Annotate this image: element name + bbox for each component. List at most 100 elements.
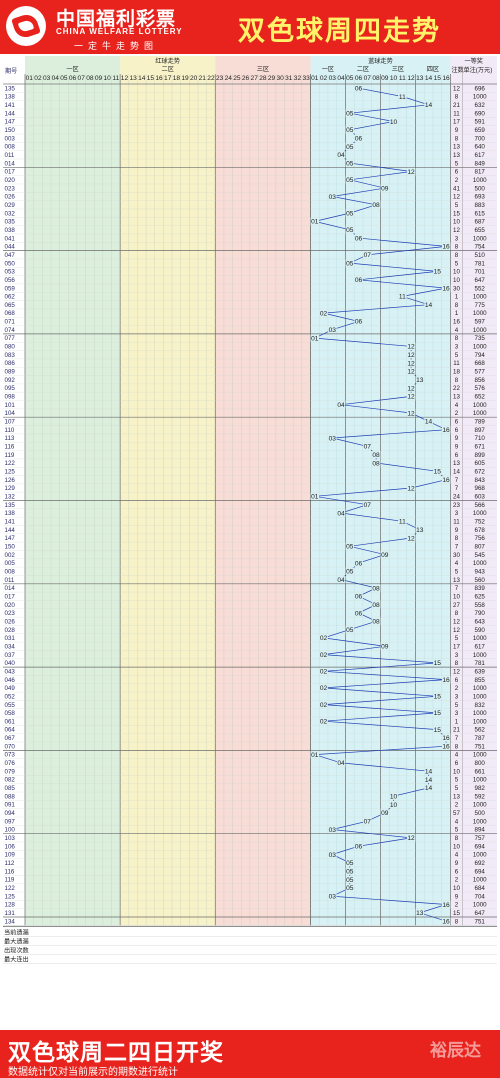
blue-ball-marker-background	[354, 317, 363, 326]
period-number: 112	[5, 860, 15, 867]
blue-ball-marker: 08	[372, 202, 380, 209]
blue-ball-marker-background	[433, 692, 442, 700]
red-number-header: 02	[34, 75, 42, 82]
period-number: 092	[5, 377, 16, 384]
period-number: 041	[5, 235, 16, 242]
blue-ball-marker: 08	[372, 602, 380, 609]
blue-ball-marker: 07	[364, 444, 372, 451]
blue-ball-marker-background	[371, 451, 381, 459]
blue-ball-marker-background	[345, 567, 355, 575]
red-number-header: 19	[181, 75, 189, 82]
blue-ball-marker: 01	[311, 335, 319, 342]
blue-zone-label: 二区	[357, 66, 369, 73]
blue-ball-marker-background	[433, 709, 442, 717]
brand-slogan: 一定牛走势图	[74, 41, 159, 51]
prize-amount: 1000	[473, 802, 487, 809]
prize-amount: 597	[475, 319, 486, 326]
period-number: 020	[5, 177, 16, 184]
blue-ball-marker-background	[441, 426, 451, 434]
prize-count: 13	[453, 577, 460, 584]
period-number: 094	[5, 810, 16, 817]
prize-count: 8	[455, 94, 459, 101]
blue-ball-marker: 15	[434, 710, 442, 717]
prize-count: 11	[453, 110, 460, 117]
prize-count: 12	[453, 668, 460, 675]
blue-ball-marker-background	[424, 417, 433, 425]
prize-amount: 684	[475, 885, 486, 892]
prize-amount: 1000	[473, 94, 487, 101]
prize-count: 8	[455, 535, 459, 542]
period-number: 122	[5, 885, 16, 892]
blue-number-header: 14	[425, 75, 433, 82]
prize-amount: 566	[475, 502, 486, 509]
blue-ball-marker: 03	[329, 893, 337, 900]
blue-ball-marker: 11	[399, 519, 406, 526]
prize-amount: 690	[475, 110, 486, 117]
period-number: 095	[5, 385, 16, 392]
blue-ball-marker: 06	[355, 135, 363, 142]
blue-ball-marker: 06	[355, 277, 363, 284]
blue-ball-marker-background	[363, 251, 372, 259]
period-number: 067	[5, 735, 16, 742]
prize-count: 9	[455, 435, 459, 442]
prize-count: 3	[455, 652, 459, 659]
period-number: 038	[5, 227, 16, 234]
period-number: 031	[5, 635, 16, 642]
prize-count: 9	[455, 527, 459, 534]
prize-count: 6	[455, 452, 459, 459]
prize-amount: 700	[475, 135, 486, 142]
prize-amount: 1000	[473, 710, 487, 717]
prize-count: 8	[455, 244, 459, 251]
blue-ball-marker-background	[345, 542, 355, 550]
blue-ball-marker-background	[310, 334, 320, 342]
blue-ball-marker-background	[406, 384, 416, 392]
red-zone-label: 二区	[162, 66, 174, 73]
blue-ball-marker-background	[406, 351, 416, 359]
prize-amount: 500	[475, 810, 486, 817]
prize-count: 3	[455, 710, 459, 717]
prize-amount: 615	[475, 210, 486, 217]
period-number: 116	[5, 868, 15, 875]
period-number: 059	[5, 285, 16, 292]
blue-ball-marker: 15	[434, 660, 442, 667]
period-number: 073	[5, 752, 16, 759]
period-number: 044	[5, 244, 16, 251]
period-number: 135	[5, 85, 16, 92]
prize-count-header: 注数	[451, 66, 464, 74]
prize-amount: 943	[475, 568, 486, 575]
period-number: 125	[5, 893, 16, 900]
prize-count: 15	[453, 210, 460, 217]
blue-ball-marker-background	[380, 809, 390, 817]
blue-ball-marker-background	[389, 800, 398, 809]
prize-count: 2	[455, 410, 459, 417]
blue-ball-marker-background	[363, 501, 372, 509]
blue-ball-marker-background	[441, 917, 451, 925]
prize-amount: 982	[475, 785, 486, 792]
period-number: 064	[5, 727, 16, 734]
blue-ball-marker-background	[319, 309, 328, 317]
prize-amount: 672	[475, 469, 486, 476]
blue-ball-marker-background	[328, 892, 337, 900]
prize-amount: 687	[475, 219, 486, 226]
blue-ball-marker-background	[406, 167, 416, 176]
blue-ball-marker: 06	[355, 610, 363, 617]
blue-ball-marker: 05	[346, 877, 354, 884]
red-number-header: 04	[52, 75, 60, 82]
prize-amount: 1000	[473, 652, 487, 659]
period-number: 049	[5, 685, 16, 692]
period-number: 032	[5, 210, 16, 217]
period-number: 026	[5, 194, 16, 201]
blue-ball-marker-background	[310, 750, 320, 759]
prize-count: 8	[455, 918, 459, 925]
blue-ball-marker: 09	[381, 644, 389, 651]
period-number: 077	[5, 335, 16, 342]
prize-amount: 652	[475, 394, 486, 401]
period-number: 052	[5, 693, 16, 700]
period-number: 020	[5, 602, 16, 609]
blue-ball-marker-background	[415, 376, 425, 384]
prize-amount: 552	[475, 285, 486, 292]
prize-count: 21	[453, 727, 460, 734]
blue-ball-marker: 12	[407, 385, 415, 392]
prize-amount: 1000	[473, 344, 487, 351]
prize-count: 9	[455, 127, 459, 134]
